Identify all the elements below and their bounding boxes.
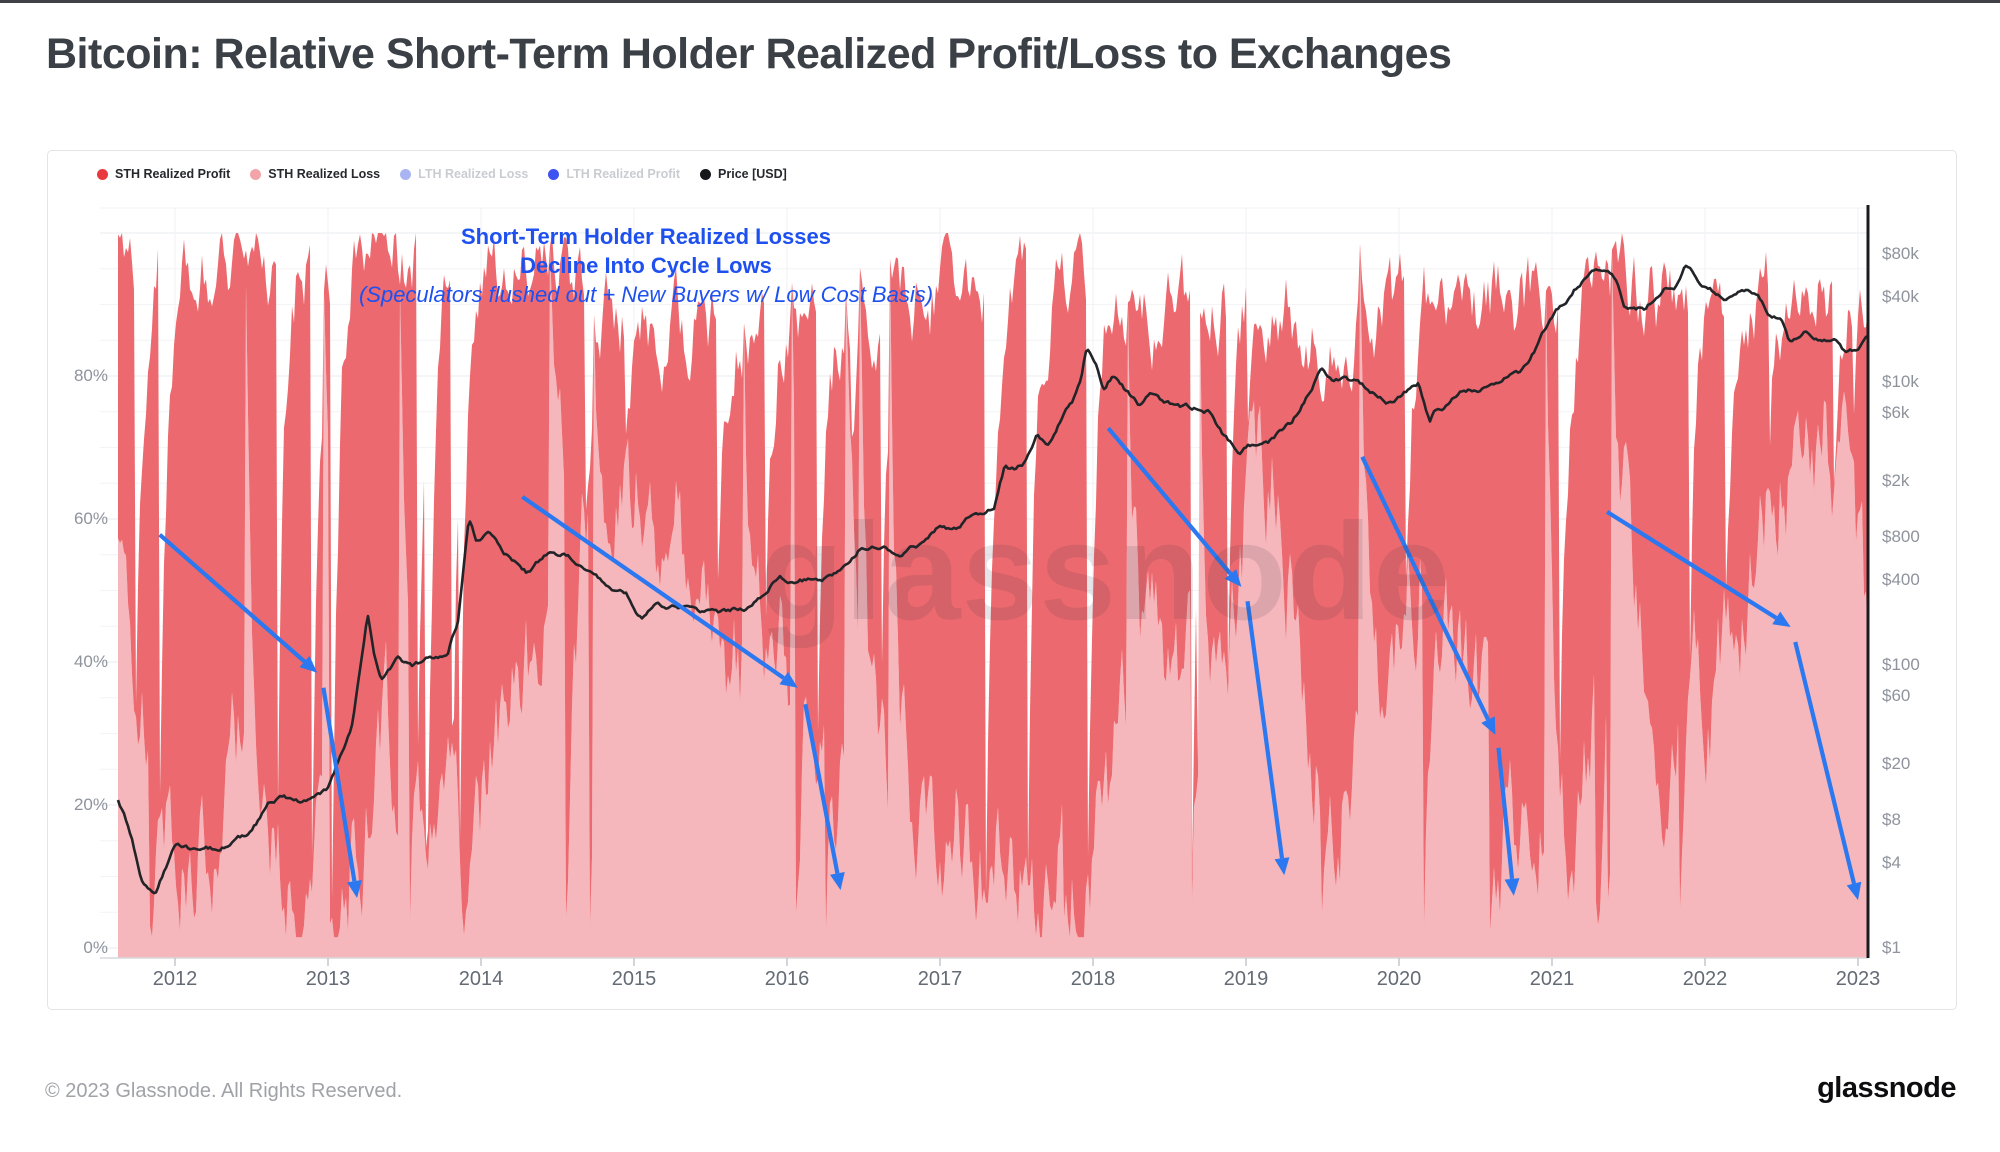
chart-annotation: Short-Term Holder Realized Losses Declin… [246, 222, 1046, 309]
y-axis-tick-40%: 40% [73, 652, 108, 671]
x-axis-tick-2017: 2017 [917, 968, 963, 990]
legend-item-sth-realized-profit[interactable]: STH Realized Profit [97, 167, 230, 181]
x-axis-tick-2012: 2012 [152, 968, 198, 990]
price-axis-tick-400: $400 [1882, 569, 1920, 589]
price-axis-tick-6k: $6k [1882, 403, 1910, 423]
price-axis-tick-100: $100 [1882, 655, 1920, 674]
legend-dot-icon [700, 168, 712, 180]
legend-item-lth-realized-loss[interactable]: LTH Realized Loss [400, 167, 528, 181]
x-axis-tick-2016: 2016 [764, 968, 810, 990]
price-axis-tick-1: $1 [1882, 938, 1901, 957]
legend-item-sth-realized-loss[interactable]: STH Realized Loss [250, 167, 380, 181]
x-axis-tick-2019: 2019 [1223, 968, 1269, 990]
x-axis-tick-2015: 2015 [611, 968, 657, 990]
x-axis-tick-2021: 2021 [1529, 968, 1575, 990]
legend-dot-icon [250, 168, 262, 180]
glassnode-logo: glassnode [1817, 1072, 1956, 1104]
x-axis-tick-2013: 2013 [305, 968, 351, 990]
legend-item-price-usd-[interactable]: Price [USD] [700, 167, 787, 181]
x-axis-tick-2023: 2023 [1835, 968, 1881, 990]
window-top-edge [0, 0, 2000, 3]
price-axis-tick-2k: $2k [1882, 470, 1910, 490]
legend-label: Price [USD] [718, 167, 787, 181]
price-axis-tick-4: $4 [1882, 852, 1901, 872]
price-axis-tick-40k: $40k [1882, 286, 1919, 306]
price-axis-tick-20: $20 [1882, 753, 1911, 773]
y-axis-tick-20%: 20% [73, 795, 108, 814]
price-axis-tick-60: $60 [1882, 686, 1911, 706]
page-title: Bitcoin: Relative Short-Term Holder Real… [46, 30, 1452, 78]
x-axis-tick-2020: 2020 [1376, 968, 1422, 990]
legend-dot-icon [400, 168, 412, 180]
x-axis-tick-2014: 2014 [458, 968, 504, 990]
chart-legend: STH Realized Profit STH Realized Loss LTH … [97, 167, 787, 181]
legend-label: STH Realized Profit [115, 167, 231, 181]
legend-label: STH Realized Loss [268, 167, 381, 181]
price-axis-tick-8: $8 [1882, 810, 1901, 830]
price-axis-tick-80k: $80k [1882, 244, 1919, 264]
y-axis-tick-80%: 80% [73, 366, 108, 385]
price-axis-tick-800: $800 [1882, 527, 1920, 547]
y-axis-tick-0%: 0% [83, 938, 108, 957]
price-axis-tick-10k: $10k [1882, 372, 1919, 391]
x-axis-tick-2018: 2018 [1070, 968, 1116, 990]
legend-label: LTH Realized Profit [566, 167, 681, 181]
annotation-line-1: Short-Term Holder Realized Losses [460, 224, 831, 249]
legend-dot-icon [548, 168, 560, 180]
footer-copyright: © 2023 Glassnode. All Rights Reserved. [45, 1080, 403, 1102]
legend-item-lth-realized-profit[interactable]: LTH Realized Profit [548, 167, 680, 181]
annotation-line-3: (Speculators flushed out + New Buyers w/… [358, 282, 934, 307]
y-axis-tick-60%: 60% [73, 509, 108, 528]
x-axis-tick-2022: 2022 [1682, 968, 1728, 990]
legend-dot-icon [97, 168, 108, 180]
annotation-line-2: Decline Into Cycle Lows [520, 253, 772, 278]
legend-label: LTH Realized Loss [418, 167, 529, 181]
